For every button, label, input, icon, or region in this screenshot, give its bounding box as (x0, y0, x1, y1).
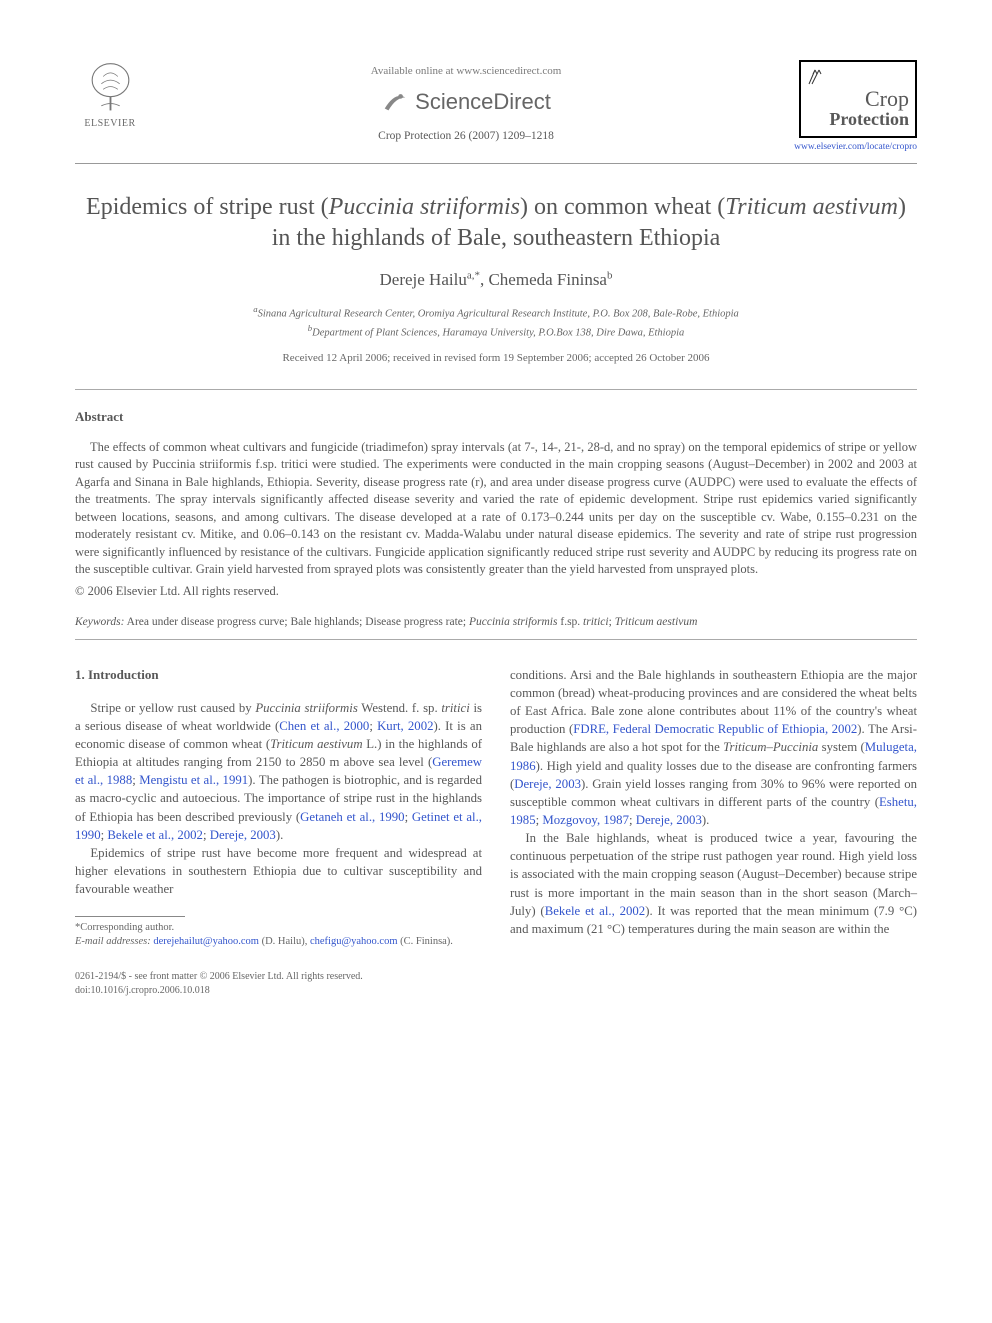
email-label: E-mail addresses: (75, 936, 151, 947)
abstract-heading: Abstract (75, 408, 917, 427)
journal-reference: Crop Protection 26 (2007) 1209–1218 (145, 128, 787, 145)
keyword-text: f.sp. (557, 616, 583, 628)
center-header: Available online at www.sciencedirect.co… (145, 60, 787, 145)
species-name: Triticum aestivum (270, 737, 363, 751)
keywords-line: Keywords: Area under disease progress cu… (75, 614, 917, 631)
page-footer: 0261-2194/$ - see front matter © 2006 El… (75, 970, 917, 998)
affil-a-text: Sinana Agricultural Research Center, Oro… (258, 308, 739, 319)
footer-left: 0261-2194/$ - see front matter © 2006 El… (75, 970, 363, 998)
body-text: ). (276, 828, 283, 842)
body-text: ; (629, 813, 636, 827)
protection-word: Protection (829, 110, 909, 130)
citation-link[interactable]: Mozgovoy, 1987 (542, 813, 629, 827)
body-text: ; (203, 828, 210, 842)
left-column: 1. Introduction Stripe or yellow rust ca… (75, 666, 482, 950)
body-text: ; (405, 810, 412, 824)
body-columns: 1. Introduction Stripe or yellow rust ca… (75, 666, 917, 950)
corresponding-author-note: *Corresponding author. (75, 921, 482, 935)
citation-link[interactable]: Dereje, 2003 (514, 777, 581, 791)
abstract-species: Puccinia striiformis (152, 457, 251, 471)
citation-link[interactable]: Bekele et al., 2002 (107, 828, 203, 842)
author-email-1[interactable]: derejehailut@yahoo.com (153, 936, 259, 947)
keyword-text: Area under disease progress curve; Bale … (124, 616, 469, 628)
citation-link[interactable]: Mengistu et al., 1991 (139, 773, 248, 787)
intro-para-2: Epidemics of stripe rust have become mor… (75, 844, 482, 898)
keyword-species: Puccinia striformis (469, 616, 558, 628)
title-species-1: Puccinia striiformis (329, 194, 520, 220)
available-online-text: Available online at www.sciencedirect.co… (145, 64, 787, 80)
title-species-2: Triticum aestivum (725, 194, 898, 220)
doi-line: doi:10.1016/j.cropro.2006.10.018 (75, 984, 363, 998)
elsevier-tree-icon (83, 60, 138, 115)
abstract-body: The effects of common wheat cultivars an… (75, 439, 917, 579)
sciencedirect-text: ScienceDirect (415, 86, 551, 118)
authors-line: Dereje Hailua,*, Chemeda Fininsab (75, 268, 917, 293)
front-matter-line: 0261-2194/$ - see front matter © 2006 El… (75, 970, 363, 984)
citation-link[interactable]: Kurt, 2002 (377, 719, 433, 733)
affil-b-text: Department of Plant Sciences, Haramaya U… (312, 327, 684, 338)
email-footnote: E-mail addresses: derejehailut@yahoo.com… (75, 935, 482, 949)
wheat-icon (807, 68, 837, 86)
sciencedirect-logo: ScienceDirect (145, 86, 787, 118)
crop-word: Crop (865, 88, 909, 110)
right-column: conditions. Arsi and the Bale highlands … (510, 666, 917, 950)
species-name: Triticum–Puccinia (723, 740, 818, 754)
abstract-top-rule (75, 389, 917, 390)
journal-url[interactable]: www.elsevier.com/locate/cropro (787, 141, 917, 155)
sciencedirect-swoosh-icon (381, 88, 409, 116)
body-text: system ( (818, 740, 864, 754)
citation-link[interactable]: Dereje, 2003 (636, 813, 702, 827)
journal-logo-block: Crop Protection www.elsevier.com/locate/… (787, 60, 917, 155)
author-1: Dereje Hailu (380, 270, 467, 289)
affiliation-a: aSinana Agricultural Research Center, Or… (75, 303, 917, 322)
keyword-species: Triticum aestivum (615, 616, 698, 628)
header-row: ELSEVIER Available online at www.science… (75, 60, 917, 155)
title-text: ) on common wheat ( (520, 194, 725, 220)
body-text: ). (702, 813, 709, 827)
affiliation-b: bDepartment of Plant Sciences, Haramaya … (75, 322, 917, 341)
intro-para-1: Stripe or yellow rust caused by Puccinia… (75, 699, 482, 844)
abstract-text: f.sp. (251, 457, 281, 471)
intro-heading: 1. Introduction (75, 666, 482, 685)
citation-link[interactable]: Chen et al., 2000 (279, 719, 369, 733)
species-name: Puccinia striiformis (255, 701, 358, 715)
keywords-label: Keywords: (75, 616, 124, 628)
citation-link[interactable]: FDRE, Federal Democratic Republic of Eth… (573, 722, 857, 736)
author-2-affil-mark: b (607, 269, 613, 281)
body-text: Epidemics of stripe rust have become mor… (75, 846, 482, 896)
species-name: tritici (441, 701, 469, 715)
footnote-rule (75, 916, 185, 917)
citation-link[interactable]: Bekele et al., 2002 (545, 904, 646, 918)
article-dates: Received 12 April 2006; received in revi… (75, 351, 917, 367)
author-1-affil-mark: a,* (467, 269, 480, 281)
crop-protection-box: Crop Protection (799, 60, 917, 138)
article-title: Epidemics of stripe rust (Puccinia strii… (75, 192, 917, 254)
elsevier-label: ELSEVIER (84, 117, 135, 132)
citation-link[interactable]: Dereje, 2003 (210, 828, 276, 842)
abstract-species: tritici (281, 457, 308, 471)
email-attribution: (D. Hailu), (259, 936, 310, 947)
body-text: Stripe or yellow rust caused by (90, 701, 255, 715)
intro-para-3: conditions. Arsi and the Bale highlands … (510, 666, 917, 829)
author-email-2[interactable]: chefigu@yahoo.com (310, 936, 398, 947)
intro-para-4: In the Bale highlands, wheat is produced… (510, 829, 917, 938)
body-text: ; (369, 719, 377, 733)
body-text: Westend. f. sp. (358, 701, 441, 715)
keyword-species: tritici (583, 616, 609, 628)
copyright-line: © 2006 Elsevier Ltd. All rights reserved… (75, 582, 917, 600)
abstract-bottom-rule (75, 639, 917, 640)
abstract-text: were studied. The experiments were condu… (75, 457, 917, 576)
author-2: Chemeda Fininsa (488, 270, 607, 289)
citation-link[interactable]: Getaneh et al., 1990 (300, 810, 404, 824)
elsevier-logo-block: ELSEVIER (75, 60, 145, 132)
header-rule (75, 163, 917, 164)
email-attribution: (C. Fininsa). (398, 936, 453, 947)
title-text: Epidemics of stripe rust ( (86, 194, 329, 220)
